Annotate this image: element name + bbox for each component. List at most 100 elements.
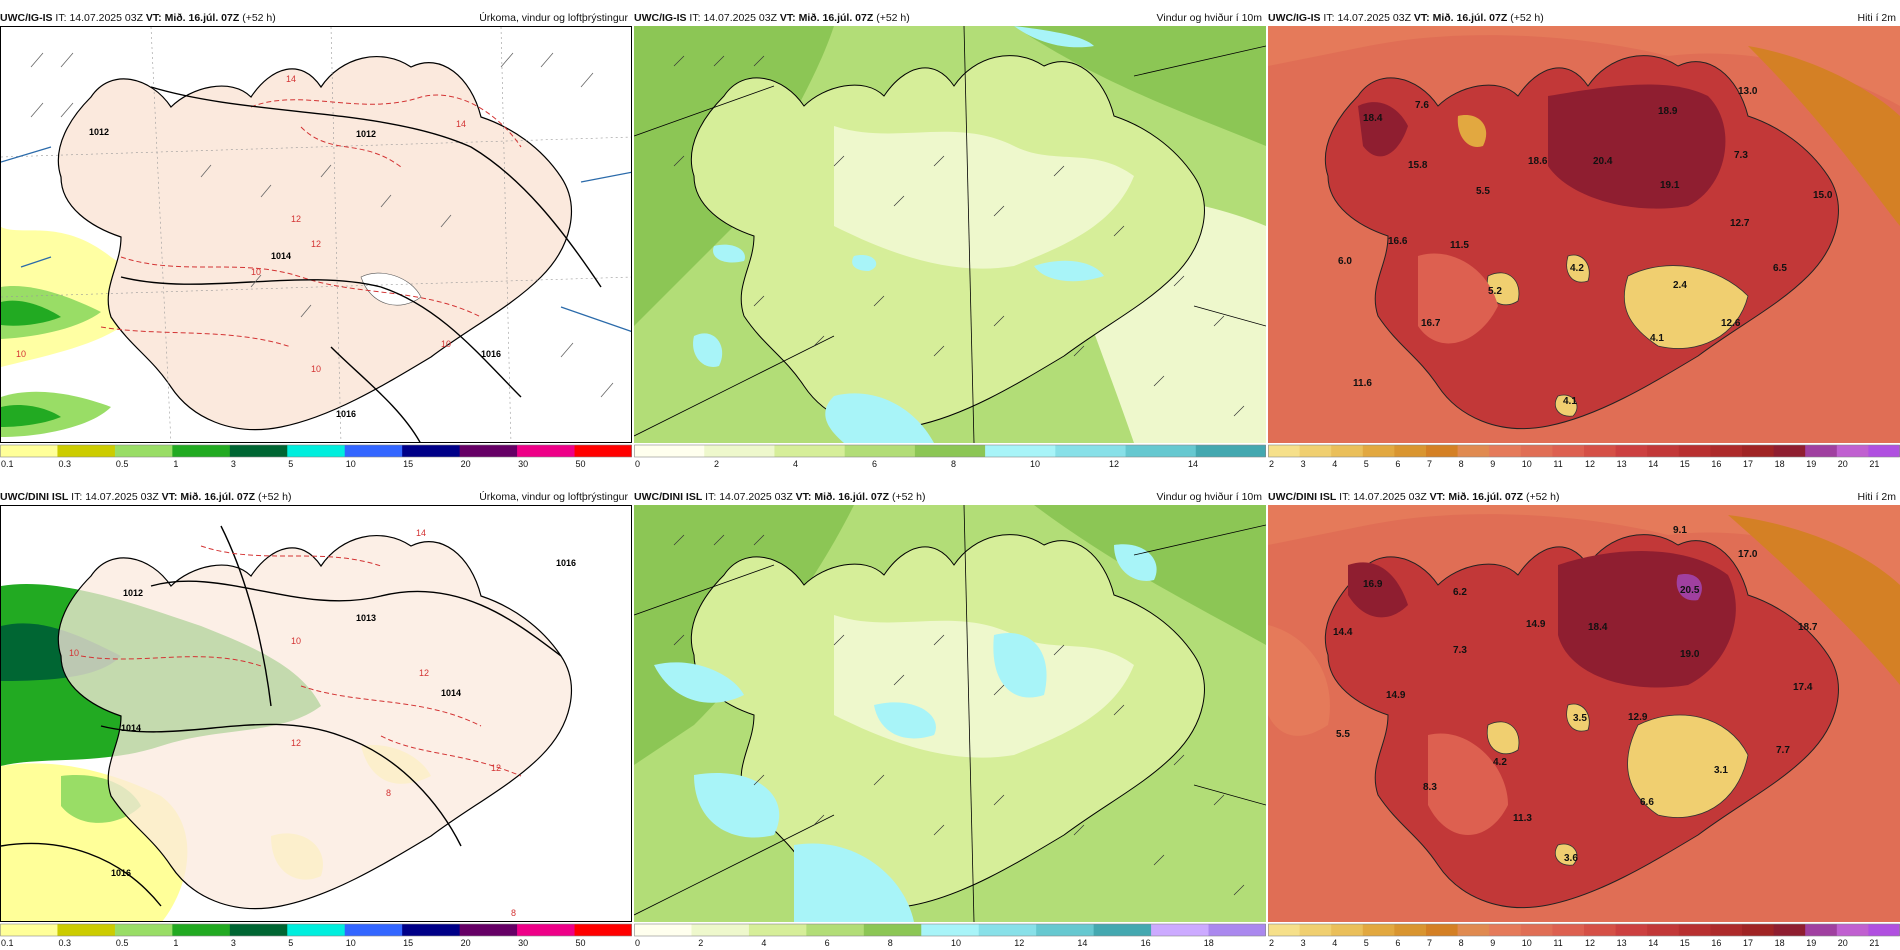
wind-legend: 0 2 4 6 8 10 12 14 xyxy=(634,443,1266,471)
legend-tick-label: 14 xyxy=(1648,938,1658,948)
temp-value-label: 20.4 xyxy=(1593,156,1613,167)
legend-tick-label: 3 xyxy=(231,459,236,469)
legend-tick-label: 2 xyxy=(1269,938,1274,948)
legend-swatches xyxy=(634,444,1266,458)
legend-tick-label: 19 xyxy=(1806,459,1816,469)
panel-title: Hiti í 2m xyxy=(1857,491,1896,503)
vt-label: VT: xyxy=(161,491,178,503)
lead-time: (+52 h) xyxy=(891,491,926,503)
legend-swatch xyxy=(921,924,980,936)
legend-tick-label: 6 xyxy=(872,459,877,469)
temp-value-label: 7.7 xyxy=(1776,745,1790,756)
temp-value-label: 14.9 xyxy=(1386,690,1406,701)
wind-map-svg xyxy=(634,26,1266,443)
legend-tick-label: 3 xyxy=(1301,459,1306,469)
isobar-label: 14 xyxy=(456,119,466,129)
isobar-label: 14 xyxy=(416,528,426,538)
wind-legend-svg: 0 2 4 6 8 10 12 14 xyxy=(634,444,1266,469)
legend-tick-label: 20 xyxy=(461,459,471,469)
precip-map-svg: 14 14 12 12 10 10 10 10 1012 1012 1014 1… xyxy=(1,27,631,442)
legend-tick-label: 21 xyxy=(1869,938,1879,948)
temp-value-label: 3.6 xyxy=(1564,853,1578,864)
legend-tick-label: 3 xyxy=(231,938,236,948)
panel-header: UWC/DINI ISL IT: 14.07.2025 03Z VT: Mið.… xyxy=(1268,489,1900,505)
legend-tick-label: 20 xyxy=(1838,459,1848,469)
legend-swatch xyxy=(344,924,403,936)
lead-time: (+52 h) xyxy=(242,12,276,24)
temp-value-label: 11.5 xyxy=(1450,240,1469,251)
lead-time: (+52 h) xyxy=(1510,12,1544,24)
model-name: UWC/DINI ISL xyxy=(634,491,703,503)
model-name: UWC/IG-IS xyxy=(0,12,53,24)
legend-swatch xyxy=(1615,924,1648,936)
legend-tick-label: 8 xyxy=(1459,459,1464,469)
temp-labels: 18.4 7.6 15.8 18.6 20.4 18.9 13.0 7.3 5.… xyxy=(1338,86,1833,407)
it-value: 14.07.2025 03Z xyxy=(1337,12,1411,24)
legend-swatch xyxy=(1125,445,1197,457)
vt-label: VT: xyxy=(795,491,812,503)
legend-tick-label: 1 xyxy=(173,459,178,469)
legend-swatch xyxy=(1742,445,1775,457)
temp-map: 18.4 7.6 15.8 18.6 20.4 18.9 13.0 7.3 5.… xyxy=(1268,26,1900,443)
legend-tick-label: 14 xyxy=(1077,938,1087,948)
legend-ticks: 2 3 4 5 6 7 8 9 10 11 12 13 14 15 16 17 18 19 20 21 xyxy=(1269,459,1879,469)
legend-swatch xyxy=(1584,445,1617,457)
legend-swatch xyxy=(1678,924,1711,936)
panel-title: Vindur og hviður í 10m xyxy=(1156,12,1262,24)
isobar-label: 1016 xyxy=(336,409,356,419)
panel-title: Úrkoma, vindur og loftþrýstingur xyxy=(479,491,628,503)
legend-ticks: 0.1 0.3 0.5 1 3 5 10 15 20 30 50 xyxy=(1,459,586,469)
temp-value-label: 13.0 xyxy=(1738,86,1758,97)
legend-tick-label: 12 xyxy=(1014,938,1024,948)
legend-swatch xyxy=(517,924,576,936)
vt-label: VT: xyxy=(1413,12,1430,24)
legend-swatch xyxy=(1552,445,1585,457)
it-value: 14.07.2025 03Z xyxy=(719,491,793,503)
legend-swatch xyxy=(57,445,116,457)
legend-tick-label: 15 xyxy=(403,938,413,948)
legend-swatches xyxy=(0,444,632,458)
legend-swatch xyxy=(114,924,173,936)
legend-swatch xyxy=(1457,445,1490,457)
legend-tick-label: 0.5 xyxy=(116,938,129,948)
legend-tick-label: 0 xyxy=(635,938,640,948)
vt-value: Mið. 16.júl. 07Z xyxy=(814,491,890,503)
legend-swatch xyxy=(1299,445,1332,457)
legend-swatch xyxy=(1773,445,1806,457)
legend-swatch xyxy=(1489,924,1522,936)
vt-value: Mið. 16.júl. 07Z xyxy=(180,491,256,503)
legend-tick-label: 1 xyxy=(173,938,178,948)
legend-border xyxy=(0,923,632,937)
it-value: 14.07.2025 03Z xyxy=(1353,491,1427,503)
temp-value-label: 16.9 xyxy=(1363,579,1383,590)
legend-tick-label: 0.5 xyxy=(116,459,129,469)
temp-map-svg: 18.4 7.6 15.8 18.6 20.4 18.9 13.0 7.3 5.… xyxy=(1268,26,1900,443)
legend-tick-label: 10 xyxy=(346,459,356,469)
legend-swatch xyxy=(1615,445,1648,457)
legend-tick-label: 18 xyxy=(1775,938,1785,948)
temp-value-label: 2.4 xyxy=(1673,280,1687,291)
temp-value-label: 6.5 xyxy=(1773,263,1787,274)
temp-value-label: 6.0 xyxy=(1338,256,1352,267)
legend-swatch xyxy=(1394,445,1427,457)
legend-tick-label: 8 xyxy=(1459,938,1464,948)
legend-tick-label: 8 xyxy=(951,459,956,469)
legend-swatch xyxy=(844,445,916,457)
wind-arrows xyxy=(673,534,1245,896)
temp-value-label: 15.8 xyxy=(1408,160,1428,171)
isobar-label: 1016 xyxy=(111,868,131,878)
legend-tick-label: 10 xyxy=(951,938,961,948)
temp-value-label: 19.1 xyxy=(1660,180,1680,191)
isobar-label: 10 xyxy=(69,648,79,658)
temp-value-label: 18.7 xyxy=(1798,622,1818,633)
legend-swatch xyxy=(172,924,231,936)
isobar-label: 10 xyxy=(311,364,321,374)
legend-swatch xyxy=(1457,924,1490,936)
temp-value-label: 4.2 xyxy=(1493,757,1507,768)
legend-tick-label: 0.1 xyxy=(1,938,14,948)
it-label: IT: xyxy=(71,491,83,503)
isobar-label: 10 xyxy=(441,339,451,349)
legend-tick-label: 21 xyxy=(1869,459,1879,469)
vt-value: Mið. 16.júl. 07Z xyxy=(1448,491,1524,503)
legend-tick-label: 11 xyxy=(1553,459,1562,469)
